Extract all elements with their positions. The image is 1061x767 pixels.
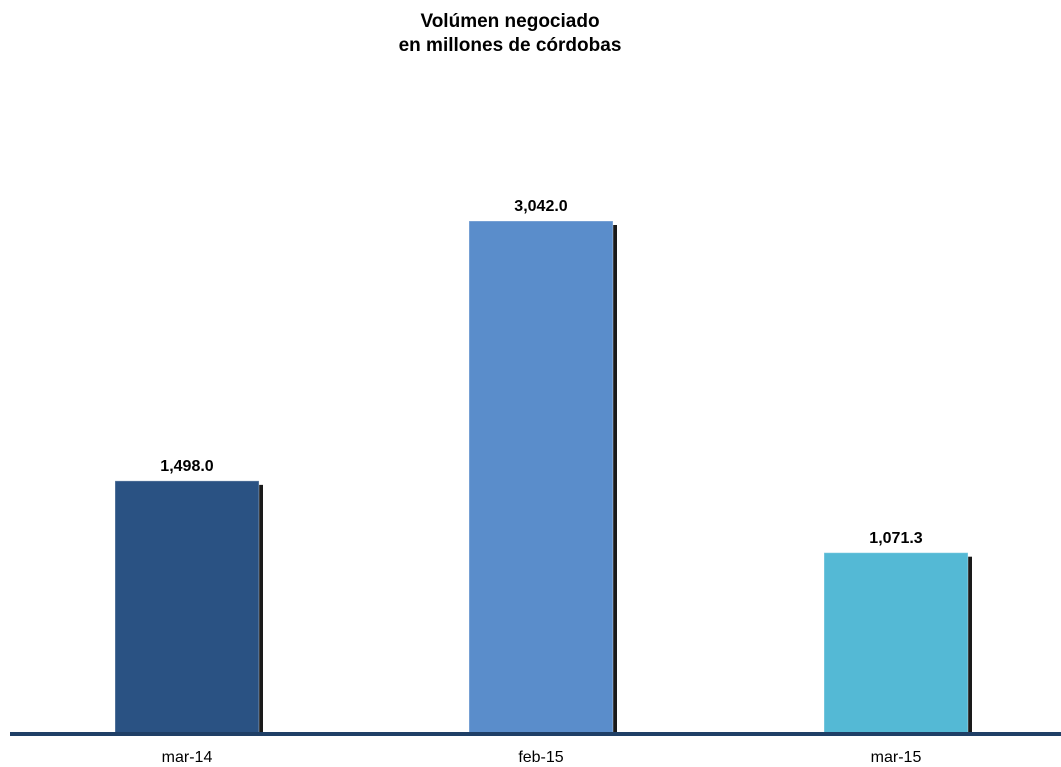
value-label: 1,498.0 [160,458,213,475]
chart-subtitle: en millones de córdobas [399,35,622,56]
bar [823,552,969,734]
x-tick-label: feb-15 [518,749,563,766]
value-label: 1,071.3 [869,530,922,547]
x-tick-label: mar-15 [871,749,922,766]
value-label: 3,042.0 [514,198,567,215]
bar [468,220,614,734]
bar [114,480,260,734]
chart-title: Volúmen negociado [420,11,599,32]
x-tick-label: mar-14 [162,749,213,766]
